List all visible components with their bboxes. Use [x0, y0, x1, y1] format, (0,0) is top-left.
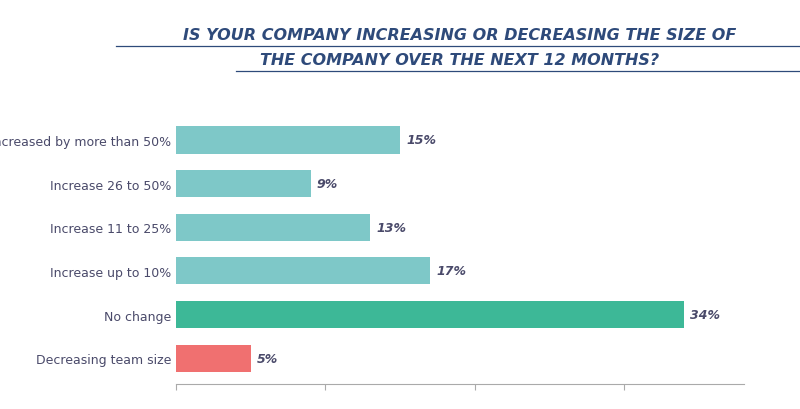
- Bar: [176, 171, 310, 198]
- Bar: [176, 345, 250, 372]
- Text: 5%: 5%: [257, 352, 278, 365]
- Text: 9%: 9%: [317, 178, 338, 191]
- Text: 17%: 17%: [436, 265, 466, 278]
- Bar: [176, 127, 400, 154]
- Text: 15%: 15%: [406, 134, 436, 147]
- Text: IS YOUR COMPANY INCREASING OR DECREASING THE SIZE OF: IS YOUR COMPANY INCREASING OR DECREASING…: [183, 28, 737, 43]
- Bar: [176, 258, 430, 285]
- Text: 34%: 34%: [690, 308, 720, 321]
- Text: THE COMPANY OVER THE NEXT 12 MONTHS?: THE COMPANY OVER THE NEXT 12 MONTHS?: [261, 52, 659, 67]
- Text: 13%: 13%: [376, 221, 406, 234]
- Bar: [176, 301, 684, 328]
- Bar: [176, 214, 370, 241]
